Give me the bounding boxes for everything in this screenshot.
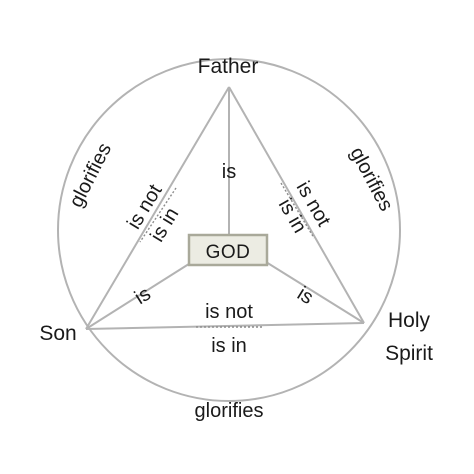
separator-father-spirit bbox=[280, 182, 315, 239]
spoke-spirit-god bbox=[265, 261, 365, 324]
father-label: Father bbox=[198, 55, 259, 78]
circle-left-label: glorifies bbox=[65, 140, 116, 211]
god-label: GOD bbox=[206, 242, 251, 263]
outer-circle bbox=[57, 58, 401, 402]
father-god-label: is bbox=[222, 161, 236, 183]
son-spirit-bottom-label: is in bbox=[211, 335, 247, 357]
spoke-son-god bbox=[85, 261, 193, 330]
spirit-god-label: is bbox=[293, 283, 317, 309]
edge-father-son bbox=[85, 86, 230, 330]
holy-spirit-label-line2: Spirit bbox=[385, 342, 433, 365]
circle-right-label: glorifies bbox=[345, 144, 397, 215]
edge-son-spirit bbox=[85, 322, 365, 330]
circle-bottom-label: glorifies bbox=[195, 400, 264, 422]
holy-spirit-label-line1: Holy bbox=[388, 309, 431, 332]
son-spirit-top-label: is not bbox=[205, 301, 253, 323]
separator-father-son bbox=[139, 187, 177, 243]
son-label: Son bbox=[39, 322, 76, 345]
edge-father-spirit bbox=[228, 86, 365, 324]
god-box bbox=[187, 233, 269, 267]
